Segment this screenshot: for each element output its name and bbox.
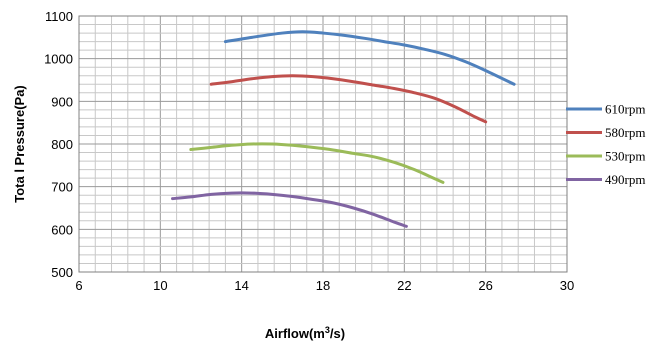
y-axis-title: Tota l Pressure(Pa)	[12, 85, 27, 203]
legend-label-580rpm: 580rpm	[605, 125, 645, 140]
x-tick-label: 26	[478, 278, 492, 293]
series-lines	[171, 30, 516, 228]
series-line-530rpm	[189, 142, 445, 184]
x-axis-title: Airflow(m3/s)	[265, 325, 345, 341]
y-tick-label: 800	[51, 137, 73, 152]
grid	[78, 15, 568, 273]
series-line-580rpm	[209, 74, 488, 124]
x-axis-title-sup: 3	[325, 325, 330, 335]
y-tick-label: 500	[51, 265, 73, 280]
x-tick-label: 30	[560, 278, 574, 293]
legend-label-610rpm: 610rpm	[605, 102, 645, 117]
y-tick-label: 700	[51, 180, 73, 195]
y-axis-ticks: 500 600 700 800 900 1000 1100	[44, 9, 73, 280]
x-axis-title-tail: /s)	[330, 326, 345, 341]
x-tick-label: 18	[316, 278, 330, 293]
series-line-610rpm	[223, 30, 516, 86]
y-tick-label: 1100	[45, 9, 73, 24]
y-tick-label: 1000	[44, 52, 73, 67]
x-tick-label: 6	[75, 278, 82, 293]
x-axis-ticks: 6 10 14 18 22 26 30	[75, 278, 574, 293]
y-tick-label: 900	[51, 94, 73, 109]
x-tick-label: 14	[234, 278, 248, 293]
y-tick-label: 600	[51, 222, 73, 237]
plot-area	[78, 15, 568, 273]
x-tick-label: 22	[397, 278, 411, 293]
x-axis-title-main: Airflow(m	[265, 326, 325, 341]
legend-label-530rpm: 530rpm	[605, 149, 645, 164]
legend-label-490rpm: 490rpm	[605, 172, 645, 187]
x-tick-label: 10	[153, 278, 167, 293]
series-line-490rpm	[171, 191, 408, 228]
legend: 610rpm 580rpm 530rpm 490rpm	[566, 102, 645, 187]
